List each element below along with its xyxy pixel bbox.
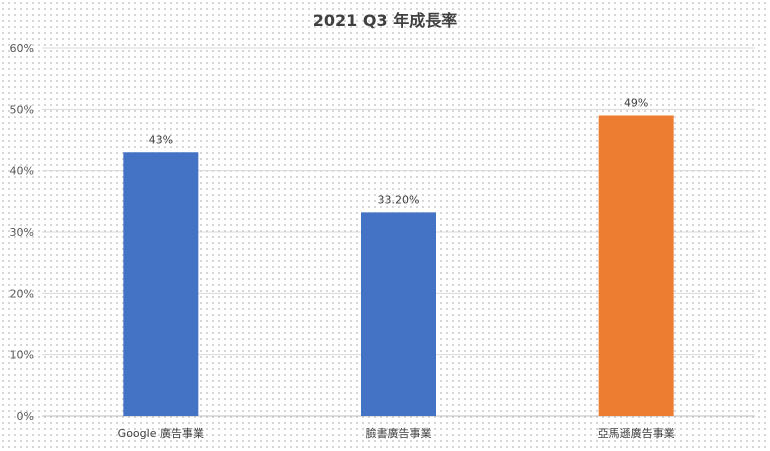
data-label: 49% bbox=[624, 96, 648, 109]
y-axis: 0% 10% 20% 30% 40% 50% 60% bbox=[10, 42, 34, 423]
bar bbox=[598, 115, 674, 416]
y-tick-label: 10% bbox=[10, 349, 34, 362]
y-tick-label: 40% bbox=[10, 165, 34, 178]
x-tick-label: 亞馬遜廣告事業 bbox=[598, 426, 675, 440]
chart-title: 2021 Q3 年成長率 bbox=[313, 11, 457, 30]
y-tick-label: 20% bbox=[10, 287, 34, 300]
data-label: 43% bbox=[149, 133, 173, 146]
y-tick-label: 0% bbox=[17, 410, 34, 423]
data-label: 33.20% bbox=[378, 193, 420, 206]
bar bbox=[361, 212, 436, 416]
bar bbox=[123, 152, 199, 416]
bars: 43% 33.20% 49% bbox=[123, 96, 674, 416]
y-tick-label: 60% bbox=[10, 42, 34, 55]
x-tick-label: 臉書廣告事業 bbox=[366, 426, 432, 440]
x-axis: Google 廣告事業 臉書廣告事業 亞馬遜廣告事業 bbox=[118, 426, 675, 440]
y-tick-label: 50% bbox=[10, 103, 34, 116]
y-tick-label: 30% bbox=[10, 226, 34, 239]
x-tick-label: Google 廣告事業 bbox=[118, 426, 204, 440]
